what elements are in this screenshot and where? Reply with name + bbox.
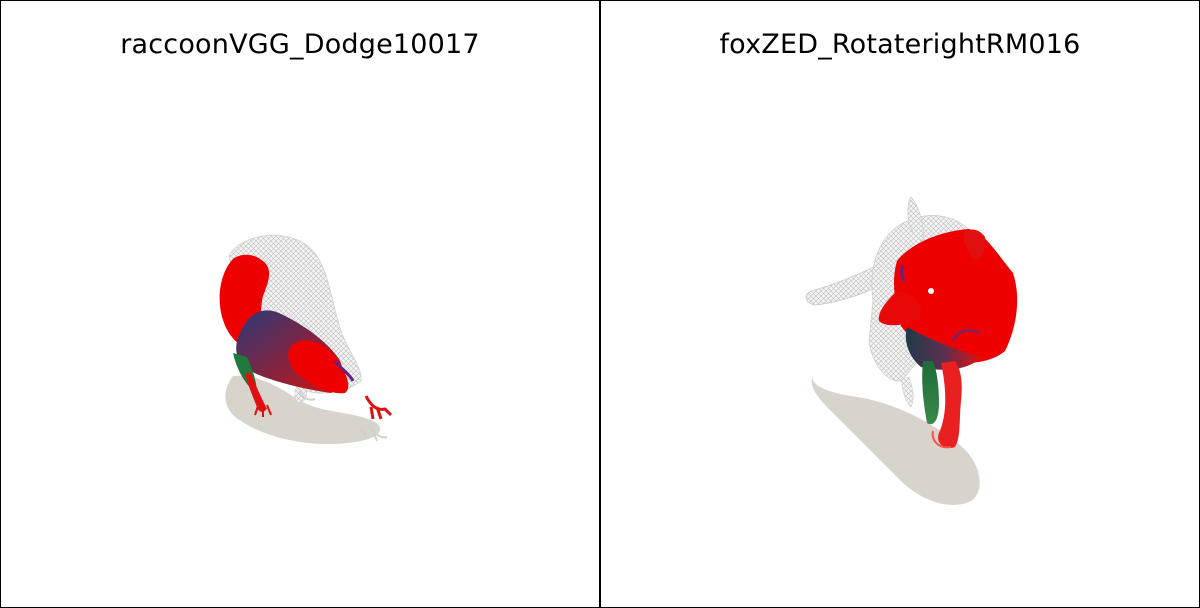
fox-leg-back [900, 376, 914, 408]
fox-chest [905, 327, 981, 370]
raccoon-foreleg [245, 373, 267, 412]
fox-ear-right [963, 229, 986, 260]
viewport-right: foxZED_RotaterightRM016 [599, 0, 1200, 608]
fox-eye [928, 288, 934, 294]
raccoon-render [219, 234, 393, 445]
fox-render [805, 196, 1018, 505]
fox-red-body [894, 229, 1018, 363]
fox-snout [878, 291, 922, 326]
viewport-left: raccoonVGG_Dodge10017 [0, 0, 600, 608]
fox-shadow [811, 373, 980, 505]
fox-ear-left [907, 196, 924, 242]
fox-leg-green [922, 361, 939, 425]
raccoon-shadow [225, 375, 381, 445]
raccoon-forepaw-right [364, 395, 393, 420]
viewport-title: raccoonVGG_Dodge10017 [120, 29, 480, 60]
raccoon-head [288, 340, 349, 394]
fox-leg-front [938, 361, 962, 449]
viewport-title: foxZED_RotaterightRM016 [719, 29, 1081, 60]
